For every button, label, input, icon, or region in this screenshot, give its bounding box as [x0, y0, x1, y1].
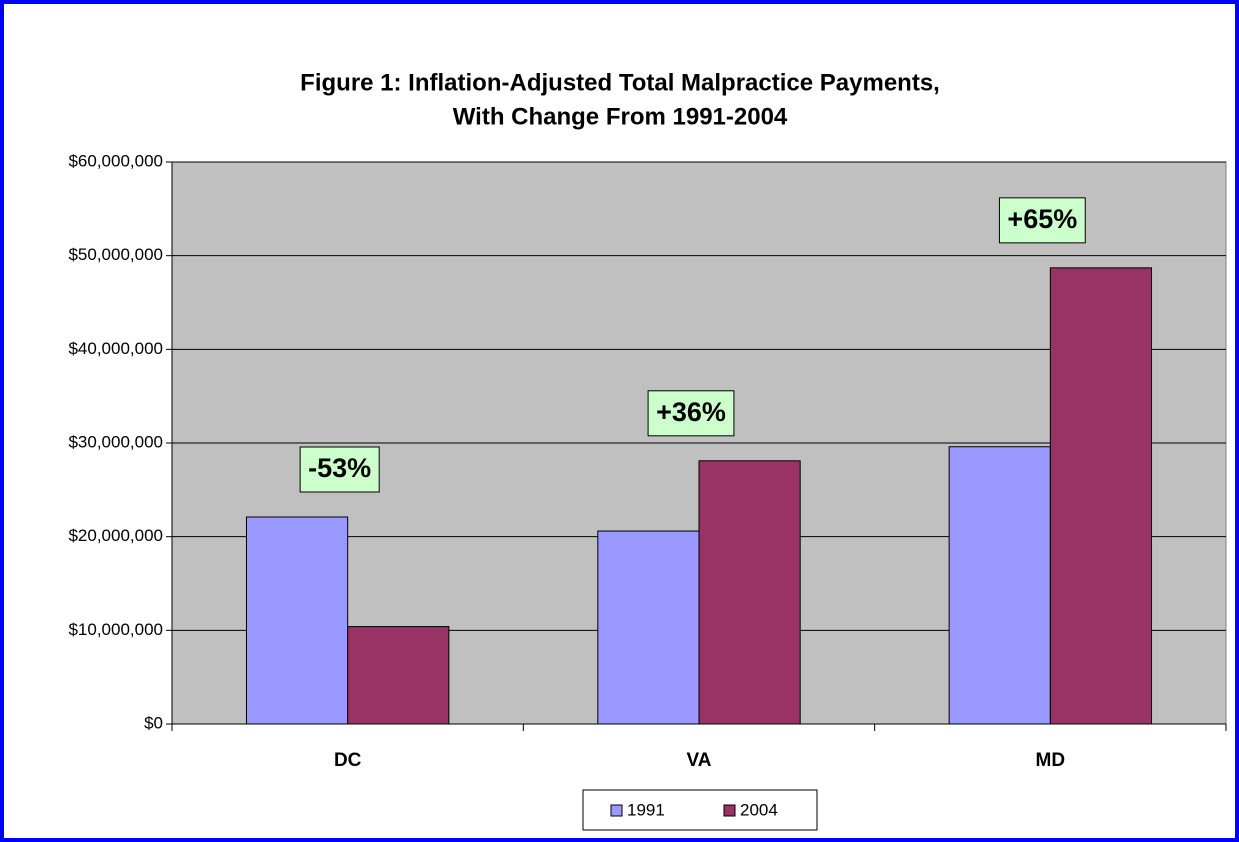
legend-label: 2004: [740, 800, 778, 819]
annotation: +65%: [1007, 204, 1077, 234]
y-tick-label: $20,000,000: [68, 526, 163, 545]
annotation: -53%: [308, 453, 371, 483]
bar: [698, 460, 801, 725]
annotation-box: [299, 446, 380, 493]
chart-subtitle: With Change From 1991-2004: [453, 103, 788, 130]
y-tick-label: $60,000,000: [68, 151, 163, 170]
y-tick-label: $40,000,000: [68, 339, 163, 358]
legend-label: 1991: [627, 800, 665, 819]
bar: [948, 446, 1051, 725]
annotation: +36%: [656, 397, 726, 427]
bar: [245, 516, 349, 725]
y-tick-label: $10,000,000: [68, 620, 163, 639]
x-tick-label: MD: [1036, 750, 1066, 771]
x-tick-label: VA: [687, 750, 712, 771]
bar: [597, 530, 700, 725]
annotation-box: [647, 390, 735, 437]
chart-title: Figure 1: Inflation-Adjusted Total Malpr…: [300, 69, 940, 96]
y-tick-label: $30,000,000: [68, 432, 163, 451]
y-tick-label: $50,000,000: [68, 245, 163, 264]
bar: [1049, 267, 1153, 725]
annotation-box: [998, 197, 1086, 244]
y-tick-label: $0: [144, 713, 163, 732]
x-tick-label: DC: [334, 750, 362, 771]
bar: [347, 626, 450, 725]
legend-swatch: [723, 804, 736, 817]
legend-swatch: [610, 804, 623, 817]
